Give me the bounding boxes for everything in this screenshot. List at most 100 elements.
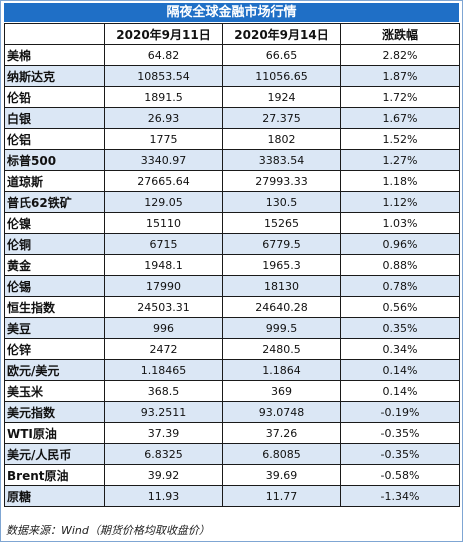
- row-name-cell: 伦铅: [4, 86, 105, 108]
- row-value-sep11-cell: 1775: [104, 128, 223, 150]
- source-note: 数据来源：Wind（期货价格均取收盘价）: [6, 524, 210, 537]
- row-change-cell: 0.34%: [340, 338, 460, 360]
- row-change-cell: 1.18%: [340, 170, 460, 192]
- row-change-cell: -0.35%: [340, 422, 460, 444]
- row-name-cell: 伦锡: [4, 275, 105, 297]
- row-value-sep11-cell: 26.93: [104, 107, 223, 129]
- table-row: 普氏62铁矿 129.05 130.5 1.12%: [4, 191, 460, 213]
- row-value-sep14-cell: 1802: [222, 128, 341, 150]
- row-name-cell: 白银: [4, 107, 105, 129]
- row-change-cell: 0.14%: [340, 359, 460, 381]
- row-value-sep11-cell: 6.8325: [104, 443, 223, 465]
- row-value-sep11-cell: 1948.1: [104, 254, 223, 276]
- row-value-sep11-cell: 93.2511: [104, 401, 223, 423]
- table-row: 美棉 64.82 66.65 2.82%: [4, 44, 460, 66]
- row-change-cell: -0.19%: [340, 401, 460, 423]
- row-name-cell: 恒生指数: [4, 296, 105, 318]
- header-cell-change: 涨跌幅: [340, 23, 460, 45]
- header-cell-date2: 2020年9月14日: [222, 23, 341, 45]
- table-row: 美玉米 368.5 369 0.14%: [4, 380, 460, 402]
- table-row: 道琼斯 27665.64 27993.33 1.18%: [4, 170, 460, 192]
- table-row: 美豆 996 999.5 0.35%: [4, 317, 460, 339]
- row-name-cell: WTI原油: [4, 422, 105, 444]
- row-name-cell: 标普500: [4, 149, 105, 171]
- row-value-sep14-cell: 93.0748: [222, 401, 341, 423]
- row-change-cell: -0.58%: [340, 464, 460, 486]
- table-row: 纳斯达克 10853.54 11056.65 1.87%: [4, 65, 460, 87]
- table-row: 伦镍 15110 15265 1.03%: [4, 212, 460, 234]
- row-change-cell: -0.35%: [340, 443, 460, 465]
- row-value-sep11-cell: 6715: [104, 233, 223, 255]
- row-change-cell: 1.87%: [340, 65, 460, 87]
- row-change-cell: 0.88%: [340, 254, 460, 276]
- row-name-cell: Brent原油: [4, 464, 105, 486]
- table-row: WTI原油 37.39 37.26 -0.35%: [4, 422, 460, 444]
- row-name-cell: 道琼斯: [4, 170, 105, 192]
- row-value-sep11-cell: 64.82: [104, 44, 223, 66]
- row-value-sep14-cell: 999.5: [222, 317, 341, 339]
- header-cell-name: [4, 23, 105, 45]
- row-name-cell: 欧元/美元: [4, 359, 105, 381]
- row-change-cell: 0.14%: [340, 380, 460, 402]
- row-value-sep11-cell: 1.18465: [104, 359, 223, 381]
- header-cell-date1: 2020年9月11日: [104, 23, 223, 45]
- row-name-cell: 伦镍: [4, 212, 105, 234]
- row-name-cell: 美玉米: [4, 380, 105, 402]
- table-row: 美元/人民币 6.8325 6.8085 -0.35%: [4, 443, 460, 465]
- row-value-sep11-cell: 27665.64: [104, 170, 223, 192]
- row-name-cell: 美豆: [4, 317, 105, 339]
- row-change-cell: 0.78%: [340, 275, 460, 297]
- table-row: 标普500 3340.97 3383.54 1.27%: [4, 149, 460, 171]
- row-value-sep11-cell: 996: [104, 317, 223, 339]
- row-value-sep14-cell: 1.1864: [222, 359, 341, 381]
- row-value-sep11-cell: 39.92: [104, 464, 223, 486]
- row-value-sep14-cell: 3383.54: [222, 149, 341, 171]
- row-change-cell: 1.67%: [340, 107, 460, 129]
- table-row: 伦铜 6715 6779.5 0.96%: [4, 233, 460, 255]
- row-name-cell: 纳斯达克: [4, 65, 105, 87]
- row-name-cell: 伦锌: [4, 338, 105, 360]
- row-value-sep11-cell: 15110: [104, 212, 223, 234]
- table-row: 黄金 1948.1 1965.3 0.88%: [4, 254, 460, 276]
- row-name-cell: 黄金: [4, 254, 105, 276]
- row-value-sep11-cell: 24503.31: [104, 296, 223, 318]
- row-value-sep14-cell: 37.26: [222, 422, 341, 444]
- table-row: 恒生指数 24503.31 24640.28 0.56%: [4, 296, 460, 318]
- market-table: 2020年9月11日 2020年9月14日 涨跌幅 美棉 64.82 66.65 2.…: [4, 23, 460, 507]
- row-value-sep14-cell: 130.5: [222, 191, 341, 213]
- table-row: 原糖 11.93 11.77 -1.34%: [4, 485, 460, 507]
- row-value-sep14-cell: 27.375: [222, 107, 341, 129]
- row-name-cell: 美棉: [4, 44, 105, 66]
- row-change-cell: 1.52%: [340, 128, 460, 150]
- row-value-sep14-cell: 18130: [222, 275, 341, 297]
- row-name-cell: 伦铜: [4, 233, 105, 255]
- row-name-cell: 原糖: [4, 485, 105, 507]
- row-value-sep14-cell: 1924: [222, 86, 341, 108]
- row-value-sep11-cell: 37.39: [104, 422, 223, 444]
- table-row: 白银 26.93 27.375 1.67%: [4, 107, 460, 129]
- row-value-sep14-cell: 27993.33: [222, 170, 341, 192]
- row-change-cell: 0.56%: [340, 296, 460, 318]
- row-value-sep14-cell: 11056.65: [222, 65, 341, 87]
- market-table-body: 2020年9月11日 2020年9月14日 涨跌幅 美棉 64.82 66.65 2.…: [4, 23, 460, 507]
- row-change-cell: 2.82%: [340, 44, 460, 66]
- row-value-sep14-cell: 2480.5: [222, 338, 341, 360]
- row-change-cell: 0.96%: [340, 233, 460, 255]
- row-change-cell: -1.34%: [340, 485, 460, 507]
- row-value-sep11-cell: 3340.97: [104, 149, 223, 171]
- table-row: 美元指数 93.2511 93.0748 -0.19%: [4, 401, 460, 423]
- row-name-cell: 伦铝: [4, 128, 105, 150]
- table-title: 隔夜全球金融市场行情: [4, 3, 459, 22]
- header-row: 2020年9月11日 2020年9月14日 涨跌幅: [4, 23, 460, 45]
- row-value-sep11-cell: 17990: [104, 275, 223, 297]
- row-value-sep14-cell: 39.69: [222, 464, 341, 486]
- row-name-cell: 普氏62铁矿: [4, 191, 105, 213]
- table-row: Brent原油 39.92 39.69 -0.58%: [4, 464, 460, 486]
- row-value-sep14-cell: 6.8085: [222, 443, 341, 465]
- row-value-sep14-cell: 66.65: [222, 44, 341, 66]
- row-value-sep14-cell: 369: [222, 380, 341, 402]
- row-value-sep14-cell: 11.77: [222, 485, 341, 507]
- row-name-cell: 美元指数: [4, 401, 105, 423]
- row-change-cell: 1.27%: [340, 149, 460, 171]
- table-row: 欧元/美元 1.18465 1.1864 0.14%: [4, 359, 460, 381]
